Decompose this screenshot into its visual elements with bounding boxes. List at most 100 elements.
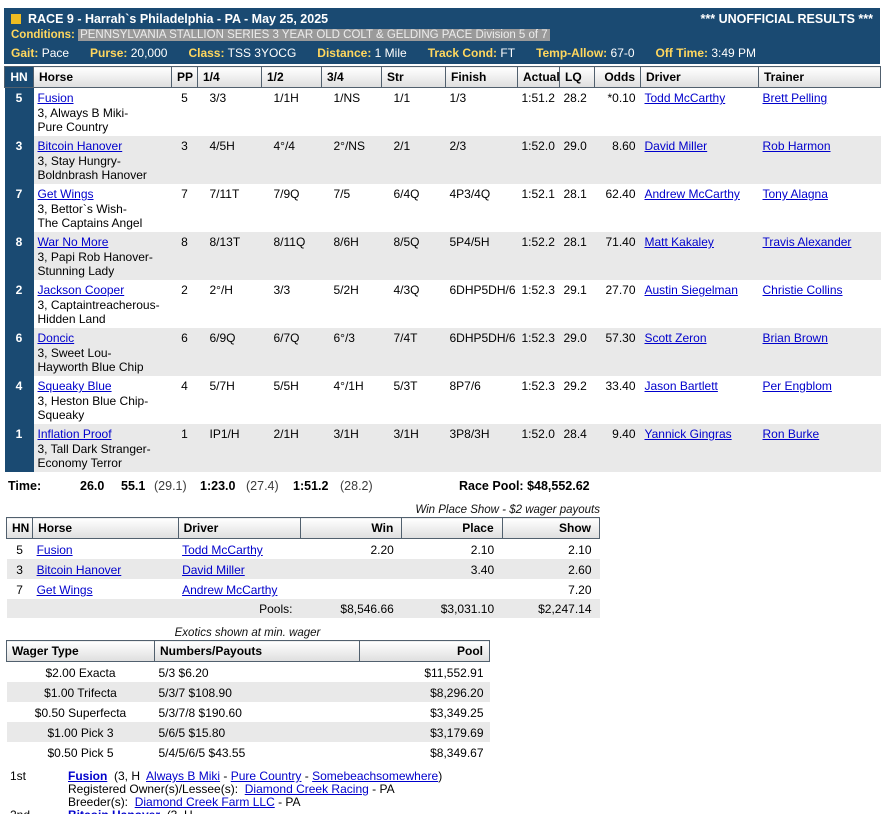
temp-allow-label: Temp-Allow: xyxy=(536,46,608,60)
horse-link[interactable]: Jackson Cooper xyxy=(37,283,125,297)
driver-link[interactable]: Andrew McCarthy xyxy=(644,187,740,201)
horse-number: 8 xyxy=(4,232,34,280)
separator: - xyxy=(223,769,228,783)
post-position: 7 xyxy=(181,187,188,201)
horse-link[interactable]: Fusion xyxy=(68,769,108,783)
half-time: 55.1 xyxy=(121,479,146,493)
horse-number: 4 xyxy=(4,376,34,424)
finisher-line-clipped: 2ndBitcoin Hanover (3, H xyxy=(10,809,880,814)
wager-pool: $3,349.25 xyxy=(430,706,484,720)
three-quarter-call: 3/1H xyxy=(333,427,359,441)
horse-link[interactable]: War No More xyxy=(37,235,109,249)
horse-link[interactable]: Inflation Proof xyxy=(37,427,112,441)
horse-link[interactable]: Get Wings xyxy=(36,583,93,597)
breeder-link[interactable]: Diamond Creek Farm LLC xyxy=(134,795,275,809)
driver-link[interactable]: David Miller xyxy=(182,563,245,577)
dam-link[interactable]: Pure Country xyxy=(230,769,302,783)
trainer-link[interactable]: Travis Alexander xyxy=(762,235,852,249)
damsire-link[interactable]: Somebeachsomewhere xyxy=(312,769,439,783)
horse-link[interactable]: Squeaky Blue xyxy=(37,379,112,393)
owner-link[interactable]: Diamond Creek Racing xyxy=(244,782,369,796)
exotics-row: $1.00 Pick 3 5/6/5 $15.80 $3,179.69 xyxy=(6,722,490,742)
horse-link[interactable]: Fusion xyxy=(37,91,74,105)
wager-numbers: 5/4/5/6/5 $43.55 xyxy=(158,746,246,760)
trainer-link[interactable]: Ron Burke xyxy=(762,427,820,441)
trainer-link[interactable]: Brian Brown xyxy=(762,331,828,345)
trainer-link[interactable]: Per Engblom xyxy=(762,379,832,393)
last-quarter: 29.2 xyxy=(563,379,587,393)
race-pool: Race Pool: $48,552.62 xyxy=(459,479,590,493)
wager-type: $1.00 Pick 3 xyxy=(47,726,114,740)
wager-type: $0.50 Pick 5 xyxy=(47,746,114,760)
conditions-label: Conditions: xyxy=(11,29,75,41)
col-lq: LQ xyxy=(559,66,595,88)
wager-pool: $11,552.91 xyxy=(424,666,484,680)
wps-pools-row: Pools: $8,546.66 $3,031.10 $2,247.14 xyxy=(6,599,600,618)
exotics-row: $0.50 Pick 5 5/4/5/6/5 $43.55 $8,349.67 xyxy=(7,742,490,762)
wps-header-row: HN Horse Driver Win Place Show xyxy=(5,517,601,539)
half-call: 5/5H xyxy=(273,379,299,393)
finish-call: 3P8/3H xyxy=(449,427,490,441)
col-place: Place xyxy=(401,517,503,539)
col-hn: HN xyxy=(4,66,34,88)
post-position: 8 xyxy=(181,235,188,249)
table-row: 2 Jackson Cooper 3, Captaintreacherous- H… xyxy=(4,280,881,328)
trainer-link[interactable]: Tony Alagna xyxy=(762,187,828,201)
driver-link[interactable]: Todd McCarthy xyxy=(644,91,726,105)
trainer-link[interactable]: Brett Pelling xyxy=(762,91,828,105)
trainer-link[interactable]: Christie Collins xyxy=(762,283,843,297)
exotics-row: $0.50 Superfecta 5/3/7/8 $190.60 $3,349.… xyxy=(7,702,490,722)
horse-number: 5 xyxy=(4,87,34,136)
wager-pool: $3,179.69 xyxy=(430,726,484,740)
three-quarter-call: 6°/3 xyxy=(333,331,355,345)
driver-link[interactable]: Yannick Gingras xyxy=(644,427,732,441)
gait-label: Gait: xyxy=(11,46,39,60)
actual-time: 1:51.2 xyxy=(521,91,555,105)
finisher-details: 1st Fusion (3, H Always B Miki - Pure Cou… xyxy=(4,770,880,814)
driver-link[interactable]: Andrew McCarthy xyxy=(182,583,278,597)
gait-value: Pace xyxy=(41,46,70,60)
horse-link[interactable]: Doncic xyxy=(37,331,75,345)
table-row: 1 Inflation Proof 3, Tall Dark Stranger- … xyxy=(4,424,881,472)
horse-link[interactable]: Bitcoin Hanover xyxy=(36,563,122,577)
last-quarter: 28.4 xyxy=(563,427,587,441)
col-trainer: Trainer xyxy=(758,66,881,88)
driver-link[interactable]: Matt Kakaley xyxy=(644,235,714,249)
breeder-label: Breeder(s): xyxy=(68,795,129,809)
wps-row: 7 Get Wings Andrew McCarthy 7.20 xyxy=(7,579,600,599)
sire-link[interactable]: Always B Miki xyxy=(146,769,221,783)
horse-link[interactable]: Bitcoin Hanover xyxy=(68,809,160,814)
driver-link[interactable]: Scott Zeron xyxy=(644,331,707,345)
odds: 57.30 xyxy=(605,331,636,345)
distance-value: 1 Mile xyxy=(374,46,407,60)
finish-call: 4P3/4Q xyxy=(449,187,491,201)
col-horse: Horse xyxy=(33,66,172,88)
driver-link[interactable]: David Miller xyxy=(644,139,708,153)
race-title: RACE 9 - Harrah`s Philadelphia - PA - Ma… xyxy=(28,11,329,26)
driver-link[interactable]: Todd McCarthy xyxy=(182,543,263,557)
odds: 62.40 xyxy=(605,187,636,201)
last-quarter: 28.1 xyxy=(563,235,587,249)
owner-line: Registered Owner(s)/Lessee(s): Diamond C… xyxy=(10,783,880,796)
horse-details-open: (3, H xyxy=(167,809,193,814)
three-quarter-call: 1/NS xyxy=(333,91,361,105)
final-time: 1:51.2 xyxy=(293,479,329,493)
horse-link[interactable]: Get Wings xyxy=(37,187,94,201)
driver-link[interactable]: Jason Bartlett xyxy=(644,379,718,393)
horse-number: 7 xyxy=(4,184,34,232)
trainer-link[interactable]: Rob Harmon xyxy=(762,139,831,153)
finish-call: 8P7/6 xyxy=(449,379,481,393)
final-split: (28.2) xyxy=(340,479,373,493)
stretch-call: 4/3Q xyxy=(393,283,420,297)
horse-link[interactable]: Bitcoin Hanover xyxy=(37,139,123,153)
driver-link[interactable]: Austin Siegelman xyxy=(644,283,738,297)
table-row: 5 Fusion 3, Always B Miki- Pure Country 5… xyxy=(4,87,881,136)
horse-link[interactable]: Fusion xyxy=(36,543,73,557)
col-numbers-payouts: Numbers/Payouts xyxy=(154,640,360,662)
horse-number: 7 xyxy=(16,583,23,597)
place-payout: 2.10 xyxy=(470,543,495,557)
win-payout xyxy=(300,559,401,579)
wager-numbers: 5/3/7/8 $190.60 xyxy=(158,706,242,720)
table-row: 3 Bitcoin Hanover 3, Stay Hungry- Boldnbr… xyxy=(4,136,881,184)
three-quarter-call: 8/6H xyxy=(333,235,359,249)
